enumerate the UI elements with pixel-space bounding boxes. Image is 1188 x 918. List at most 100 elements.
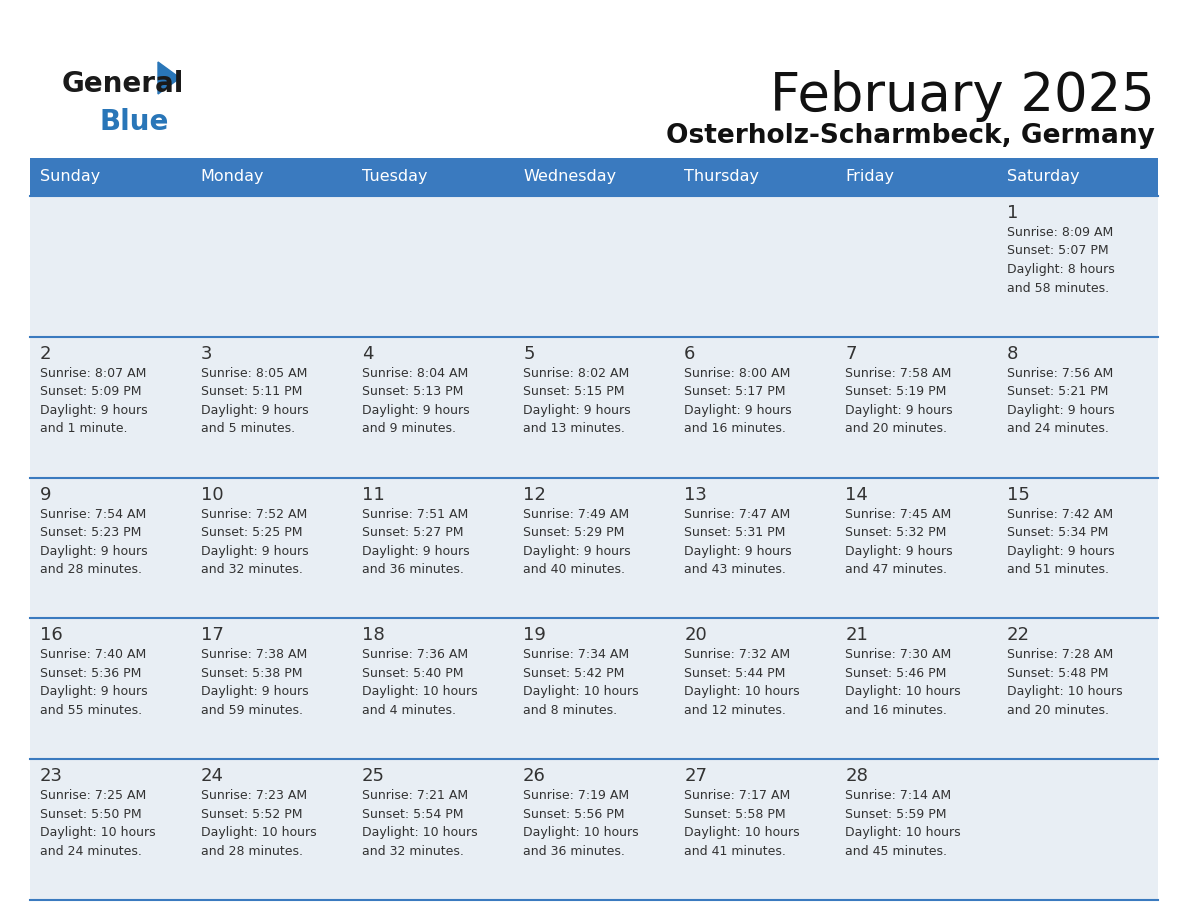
Bar bbox=[835, 158, 997, 196]
Text: Daylight: 9 hours: Daylight: 9 hours bbox=[523, 404, 631, 417]
Text: Sunset: 5:15 PM: Sunset: 5:15 PM bbox=[523, 386, 625, 398]
Text: and 28 minutes.: and 28 minutes. bbox=[201, 845, 303, 857]
Text: 11: 11 bbox=[362, 486, 385, 504]
Text: Sunrise: 8:09 AM: Sunrise: 8:09 AM bbox=[1006, 226, 1113, 239]
Bar bbox=[30, 619, 191, 759]
Bar bbox=[353, 337, 513, 477]
Bar bbox=[353, 477, 513, 619]
Bar bbox=[835, 337, 997, 477]
Text: and 55 minutes.: and 55 minutes. bbox=[39, 704, 141, 717]
Text: Sunset: 5:21 PM: Sunset: 5:21 PM bbox=[1006, 386, 1108, 398]
Text: Sunset: 5:09 PM: Sunset: 5:09 PM bbox=[39, 386, 141, 398]
Text: Sunrise: 7:36 AM: Sunrise: 7:36 AM bbox=[362, 648, 468, 661]
Text: and 59 minutes.: and 59 minutes. bbox=[201, 704, 303, 717]
Text: Sunset: 5:40 PM: Sunset: 5:40 PM bbox=[362, 666, 463, 680]
Text: 1: 1 bbox=[1006, 204, 1018, 222]
Text: Sunset: 5:58 PM: Sunset: 5:58 PM bbox=[684, 808, 786, 821]
Text: 15: 15 bbox=[1006, 486, 1029, 504]
Text: and 16 minutes.: and 16 minutes. bbox=[846, 704, 947, 717]
Bar bbox=[835, 759, 997, 900]
Polygon shape bbox=[158, 62, 181, 94]
Text: Sunset: 5:56 PM: Sunset: 5:56 PM bbox=[523, 808, 625, 821]
Text: Sunset: 5:32 PM: Sunset: 5:32 PM bbox=[846, 526, 947, 539]
Text: Sunrise: 7:49 AM: Sunrise: 7:49 AM bbox=[523, 508, 630, 521]
Text: Saturday: Saturday bbox=[1006, 170, 1079, 185]
Text: Sunset: 5:38 PM: Sunset: 5:38 PM bbox=[201, 666, 302, 680]
Text: 22: 22 bbox=[1006, 626, 1030, 644]
Text: 14: 14 bbox=[846, 486, 868, 504]
Bar bbox=[997, 158, 1158, 196]
Text: Sunset: 5:07 PM: Sunset: 5:07 PM bbox=[1006, 244, 1108, 258]
Text: Daylight: 10 hours: Daylight: 10 hours bbox=[362, 826, 478, 839]
Text: Tuesday: Tuesday bbox=[362, 170, 428, 185]
Text: 6: 6 bbox=[684, 345, 696, 363]
Bar bbox=[997, 759, 1158, 900]
Text: Sunrise: 7:40 AM: Sunrise: 7:40 AM bbox=[39, 648, 146, 661]
Bar bbox=[30, 196, 191, 337]
Text: Sunrise: 8:07 AM: Sunrise: 8:07 AM bbox=[39, 367, 146, 380]
Text: Sunrise: 7:42 AM: Sunrise: 7:42 AM bbox=[1006, 508, 1113, 521]
Text: Daylight: 9 hours: Daylight: 9 hours bbox=[39, 544, 147, 557]
Text: 20: 20 bbox=[684, 626, 707, 644]
Text: Sunset: 5:59 PM: Sunset: 5:59 PM bbox=[846, 808, 947, 821]
Bar bbox=[675, 337, 835, 477]
Bar bbox=[191, 477, 353, 619]
Text: Daylight: 10 hours: Daylight: 10 hours bbox=[523, 826, 639, 839]
Text: and 4 minutes.: and 4 minutes. bbox=[362, 704, 456, 717]
Text: Sunrise: 7:58 AM: Sunrise: 7:58 AM bbox=[846, 367, 952, 380]
Text: and 43 minutes.: and 43 minutes. bbox=[684, 563, 786, 577]
Bar bbox=[191, 196, 353, 337]
Text: and 8 minutes.: and 8 minutes. bbox=[523, 704, 618, 717]
Text: and 9 minutes.: and 9 minutes. bbox=[362, 422, 456, 435]
Text: Sunset: 5:42 PM: Sunset: 5:42 PM bbox=[523, 666, 625, 680]
Bar bbox=[513, 759, 675, 900]
Text: Sunrise: 7:19 AM: Sunrise: 7:19 AM bbox=[523, 789, 630, 802]
Text: Sunset: 5:48 PM: Sunset: 5:48 PM bbox=[1006, 666, 1108, 680]
Text: Daylight: 10 hours: Daylight: 10 hours bbox=[846, 686, 961, 699]
Bar bbox=[513, 477, 675, 619]
Text: Daylight: 9 hours: Daylight: 9 hours bbox=[362, 404, 469, 417]
Text: 4: 4 bbox=[362, 345, 373, 363]
Text: and 51 minutes.: and 51 minutes. bbox=[1006, 563, 1108, 577]
Text: Sunrise: 7:30 AM: Sunrise: 7:30 AM bbox=[846, 648, 952, 661]
Text: Sunrise: 8:02 AM: Sunrise: 8:02 AM bbox=[523, 367, 630, 380]
Text: Daylight: 9 hours: Daylight: 9 hours bbox=[1006, 544, 1114, 557]
Bar bbox=[353, 619, 513, 759]
Text: Daylight: 9 hours: Daylight: 9 hours bbox=[1006, 404, 1114, 417]
Text: and 20 minutes.: and 20 minutes. bbox=[846, 422, 947, 435]
Bar bbox=[30, 158, 191, 196]
Text: Daylight: 10 hours: Daylight: 10 hours bbox=[684, 826, 800, 839]
Text: Sunrise: 7:54 AM: Sunrise: 7:54 AM bbox=[39, 508, 146, 521]
Text: 26: 26 bbox=[523, 767, 546, 785]
Bar bbox=[513, 196, 675, 337]
Text: Sunrise: 7:52 AM: Sunrise: 7:52 AM bbox=[201, 508, 307, 521]
Text: Sunset: 5:13 PM: Sunset: 5:13 PM bbox=[362, 386, 463, 398]
Text: 10: 10 bbox=[201, 486, 223, 504]
Text: Sunrise: 7:14 AM: Sunrise: 7:14 AM bbox=[846, 789, 952, 802]
Text: 23: 23 bbox=[39, 767, 63, 785]
Bar bbox=[675, 196, 835, 337]
Text: Daylight: 9 hours: Daylight: 9 hours bbox=[523, 544, 631, 557]
Text: 21: 21 bbox=[846, 626, 868, 644]
Text: Sunset: 5:50 PM: Sunset: 5:50 PM bbox=[39, 808, 141, 821]
Text: Sunrise: 7:45 AM: Sunrise: 7:45 AM bbox=[846, 508, 952, 521]
Text: Daylight: 9 hours: Daylight: 9 hours bbox=[362, 544, 469, 557]
Bar bbox=[513, 158, 675, 196]
Bar bbox=[997, 619, 1158, 759]
Bar bbox=[30, 759, 191, 900]
Text: Friday: Friday bbox=[846, 170, 895, 185]
Text: Sunrise: 7:38 AM: Sunrise: 7:38 AM bbox=[201, 648, 307, 661]
Text: and 32 minutes.: and 32 minutes. bbox=[362, 845, 463, 857]
Text: 24: 24 bbox=[201, 767, 223, 785]
Bar bbox=[675, 158, 835, 196]
Bar bbox=[675, 759, 835, 900]
Text: and 1 minute.: and 1 minute. bbox=[39, 422, 127, 435]
Text: Daylight: 10 hours: Daylight: 10 hours bbox=[39, 826, 156, 839]
Text: Sunset: 5:44 PM: Sunset: 5:44 PM bbox=[684, 666, 785, 680]
Bar bbox=[675, 619, 835, 759]
Text: 8: 8 bbox=[1006, 345, 1018, 363]
Bar bbox=[513, 619, 675, 759]
Text: Sunrise: 7:34 AM: Sunrise: 7:34 AM bbox=[523, 648, 630, 661]
Text: and 12 minutes.: and 12 minutes. bbox=[684, 704, 786, 717]
Bar bbox=[353, 158, 513, 196]
